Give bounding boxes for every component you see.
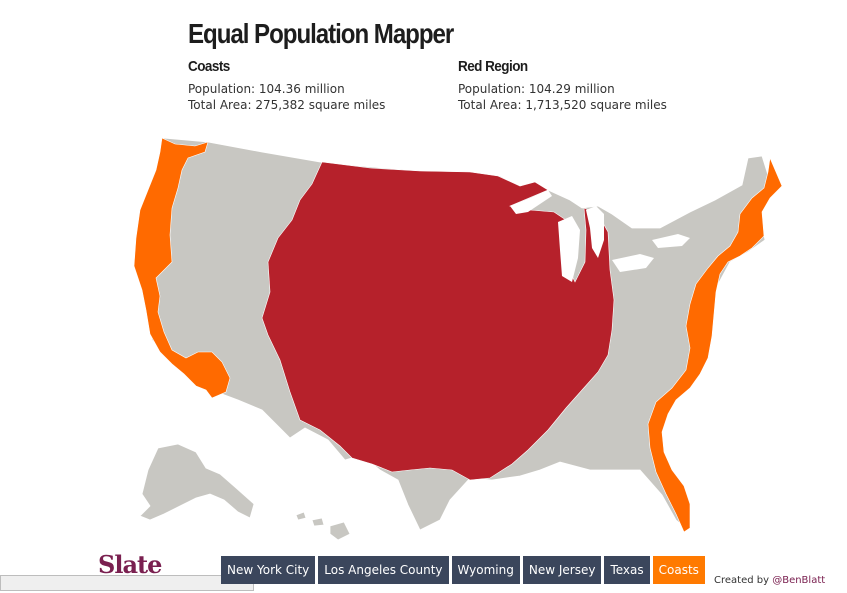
- red-region-name: Red Region: [458, 58, 528, 75]
- red-region-area: Total Area: 1,713,520 square miles: [458, 98, 667, 112]
- coasts-region-name: Coasts: [188, 58, 230, 75]
- hawaii-shape: [295, 511, 351, 541]
- great-lakes-shape: [510, 190, 690, 282]
- new-york-city-button[interactable]: New York City: [221, 556, 316, 584]
- new-jersey-button[interactable]: New Jersey: [522, 556, 602, 584]
- credit-prefix: Created by: [714, 575, 773, 586]
- horizontal-scrollbar[interactable]: [0, 575, 254, 591]
- red-region-population: Population: 104.29 million: [458, 82, 615, 96]
- coasts-summary: Coasts Population: 104.36 million Total …: [188, 58, 385, 113]
- wyoming-button[interactable]: Wyoming: [451, 556, 520, 584]
- page-title: Equal Population Mapper: [188, 18, 454, 49]
- coasts-button[interactable]: Coasts: [652, 556, 705, 584]
- los-angeles-county-button[interactable]: Los Angeles County: [318, 556, 449, 584]
- credit-line: Created by @BenBlatt: [714, 575, 825, 586]
- alaska-shape: [139, 443, 255, 521]
- east-coast-shape: [647, 156, 783, 533]
- red-region-summary: Red Region Population: 104.29 million To…: [458, 58, 667, 113]
- preset-buttons: New York City Los Angeles County Wyoming…: [221, 556, 705, 584]
- west-coast-shape: [133, 137, 231, 399]
- coasts-area: Total Area: 275,382 square miles: [188, 98, 386, 112]
- credit-handle-link[interactable]: @BenBlatt: [772, 575, 826, 586]
- coasts-population: Population: 104.36 million: [188, 82, 345, 96]
- slate-logo: Slate: [98, 550, 162, 579]
- texas-button[interactable]: Texas: [604, 556, 650, 584]
